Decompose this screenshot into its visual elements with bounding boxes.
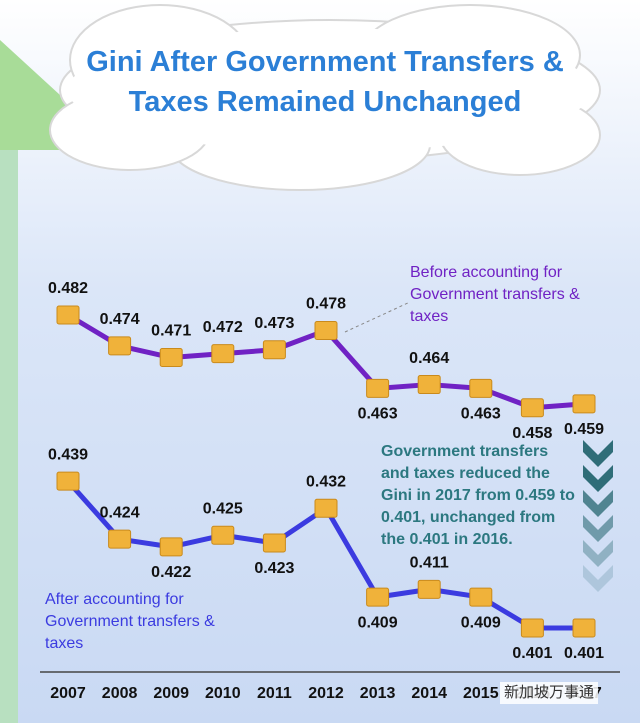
legend-label: After accounting for Government transfer… [45,591,215,652]
x-tick-label: 2010 [205,685,241,702]
data-label: 0.474 [100,311,140,328]
data-label: 0.424 [100,504,140,521]
marker [56,305,80,325]
x-tick-label: 2008 [102,685,138,702]
watermark: 新加坡万事通 [500,682,599,704]
data-label: 0.439 [48,446,88,463]
x-tick-label: 2009 [153,685,189,702]
marker [211,344,235,364]
leader-line [344,301,411,333]
cloud-core [68,28,592,152]
data-label: 0.423 [254,560,294,577]
data-label: 0.401 [564,645,604,662]
marker [314,320,338,340]
data-label: 0.411 [410,555,449,572]
marker [211,525,235,545]
data-label: 0.482 [48,280,88,297]
marker [314,498,338,518]
data-label: 0.409 [461,614,501,631]
marker [108,529,132,549]
marker [56,471,80,491]
marker [366,587,390,607]
data-label: 0.401 [512,645,552,662]
data-label: 0.432 [306,473,346,490]
x-tick-label: 2012 [308,685,344,702]
marker [262,340,286,360]
marker [520,618,544,638]
data-label: 0.463 [358,406,398,423]
data-label: 0.463 [461,406,501,423]
marker [159,537,183,557]
marker [469,587,493,607]
chevrons [583,440,613,592]
marker [159,348,183,368]
data-label: 0.459 [564,421,604,438]
decor-bar [0,150,18,723]
marker [572,618,596,638]
x-tick-label: 2014 [411,685,447,702]
data-label: 0.472 [203,319,243,336]
legend-label: Before accounting for Government transfe… [410,264,580,325]
marker [366,378,390,398]
marker [108,336,132,356]
x-tick-label: 2015 [463,685,499,702]
data-label: 0.478 [306,296,346,313]
data-label: 0.471 [151,323,191,340]
x-tick-label: 2007 [50,685,86,702]
chart-title: Gini After Government Transfers & Taxes … [86,46,564,118]
data-label: 0.422 [151,564,191,581]
x-tick-label: 2013 [360,685,396,702]
marker [417,375,441,395]
marker [469,378,493,398]
marker [572,394,596,414]
data-label: 0.464 [409,350,449,367]
data-label: 0.409 [358,614,398,631]
annotation: Government transfers and taxes reduced t… [381,443,575,548]
x-tick-label: 2011 [257,685,292,702]
data-label: 0.425 [203,500,243,517]
marker [262,533,286,553]
data-label: 0.473 [254,315,294,332]
data-label: 0.458 [512,425,552,442]
marker [417,579,441,599]
marker [520,398,544,418]
